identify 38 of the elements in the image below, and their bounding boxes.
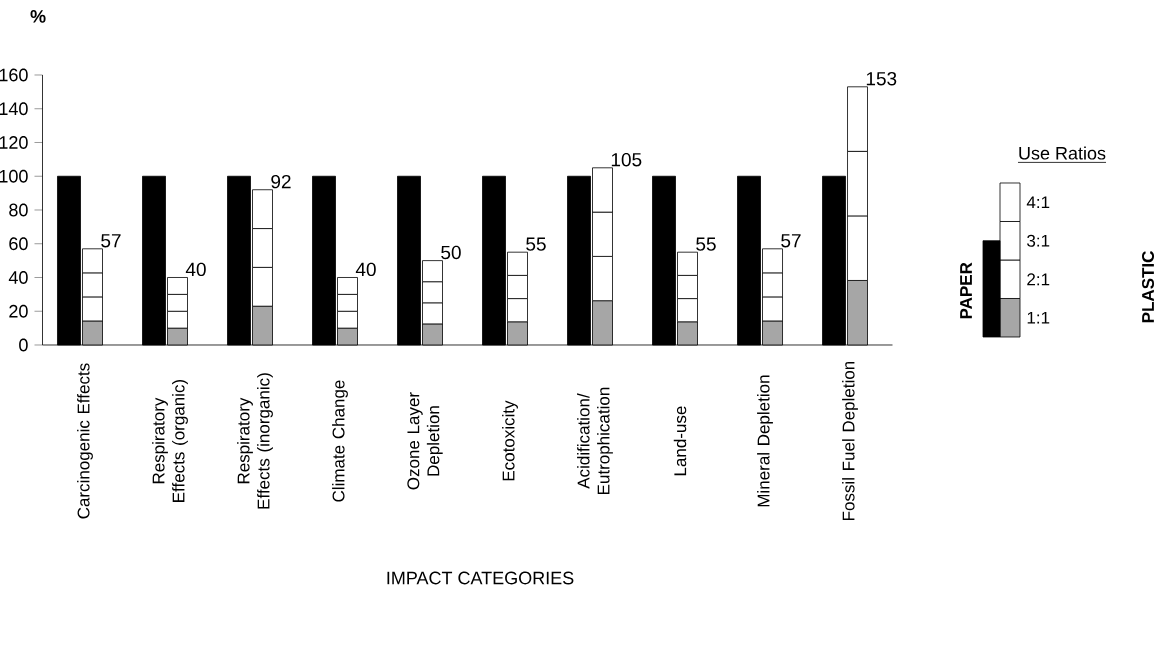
data-label: 57 [781, 234, 801, 248]
data-label: 92 [271, 174, 291, 189]
x-tick-label: Acidification/ Eutrophication [577, 387, 613, 495]
legend-label: 4:1 [1026, 196, 1050, 209]
y-tick-label: 80 [9, 203, 28, 217]
data-label: 55 [696, 237, 716, 251]
x-tick-label: Ozone Layer Depletion [407, 392, 443, 490]
y-tick-label: 20 [9, 304, 28, 318]
data-label: 105 [611, 152, 642, 167]
x-tick-label: Carcinogenic Effects [77, 363, 93, 519]
x-tick-label: Climate Change [332, 380, 348, 502]
legend-title: Use Ratios [1019, 146, 1106, 160]
y-tick-label: 0 [19, 338, 28, 352]
x-tick-label: Ecotoxicity [502, 400, 518, 481]
y-tick-label: 120 [0, 136, 28, 149]
y-tick-label: 60 [9, 237, 28, 251]
data-label: 57 [101, 234, 121, 248]
data-label: 153 [866, 71, 897, 86]
text: PAPER [960, 262, 972, 319]
x-tick-label: Respiratory Effects (organic) [152, 379, 188, 502]
y-axis-title: % [30, 10, 46, 23]
x-axis-title: IMPACT CATEGORIES [387, 571, 574, 585]
data-label: 40 [185, 262, 206, 277]
legend-label: 2:1 [1027, 273, 1050, 286]
data-label: 55 [526, 237, 546, 251]
x-tick-label: Respiratory Effects (inorganic) [237, 373, 273, 509]
x-tick-label: Land-use [673, 406, 687, 476]
text: PLASTIC [1142, 251, 1155, 323]
legend-label: 3:1 [1027, 234, 1050, 247]
x-tick-label: Fossil Fuel Depletion [842, 361, 858, 520]
y-tick-label: 140 [0, 102, 28, 116]
y-tick-label: 160 [0, 68, 28, 82]
data-label: 50 [441, 245, 461, 260]
data-label: 40 [355, 262, 376, 277]
x-tick-label: Mineral Depletion [757, 375, 773, 507]
y-tick-label: 100 [0, 169, 28, 183]
legend-label: 1:1 [1027, 311, 1050, 324]
y-tick-label: 40 [8, 271, 28, 284]
